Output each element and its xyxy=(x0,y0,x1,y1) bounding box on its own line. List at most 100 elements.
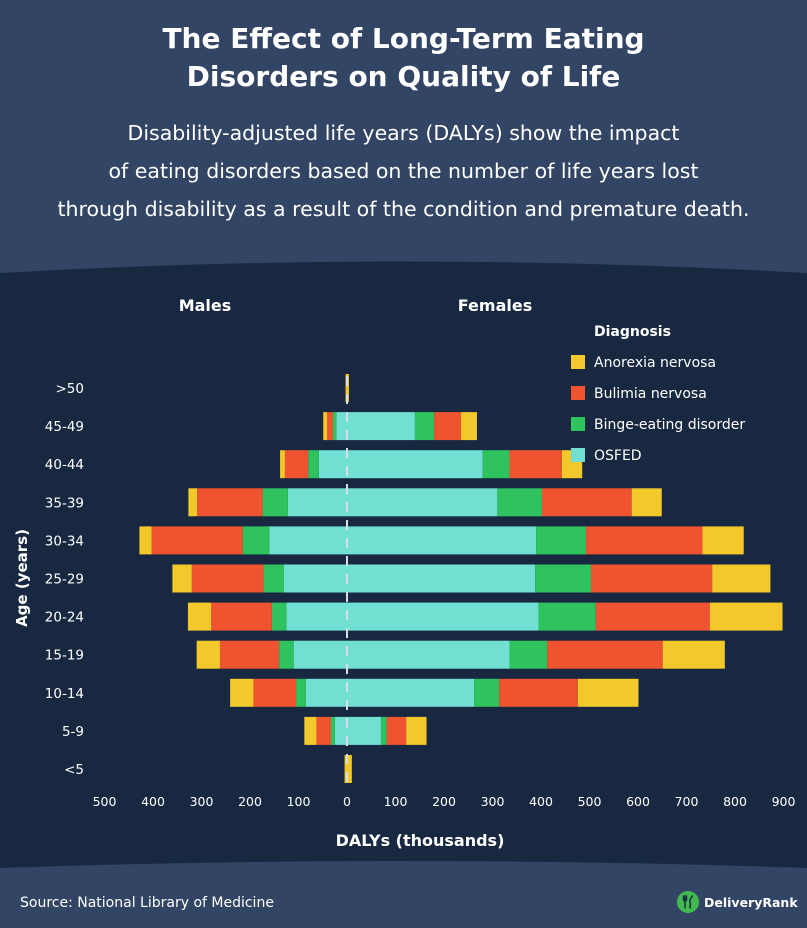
legend-swatch-binge xyxy=(571,417,585,431)
bar-male-anorexia xyxy=(139,526,152,555)
bar-male-bulimia xyxy=(327,412,333,441)
x-tick-label: 900 xyxy=(772,794,796,809)
bar-female-binge xyxy=(482,450,510,479)
page-subtitle: Disability-adjusted life years (DALYs) s… xyxy=(20,114,787,228)
bar-male-osfed xyxy=(269,526,347,555)
y-axis-title: Age (years) xyxy=(13,529,31,627)
bar-male-bulimia xyxy=(284,450,309,479)
bar-female-anorexia xyxy=(347,374,349,402)
bar-female-bulimia xyxy=(541,488,632,517)
bar-female-osfed xyxy=(347,678,475,707)
fork-leaf-icon xyxy=(677,891,699,913)
bar-male-anorexia xyxy=(304,716,317,745)
x-tick-label: 0 xyxy=(343,794,351,809)
bar-female-binge xyxy=(497,488,542,517)
y-tick-label: 45-49 xyxy=(45,419,84,435)
bar-female-binge xyxy=(414,412,435,441)
bar-female-anorexia xyxy=(406,716,427,745)
bar-female-bulimia xyxy=(595,602,710,631)
bar-female-anorexia xyxy=(702,526,744,555)
bar-male-bulimia xyxy=(253,678,297,707)
x-tick-label: 200 xyxy=(432,794,456,809)
bar-female-anorexia xyxy=(460,412,477,441)
males-label: Males xyxy=(179,296,232,315)
bar-male-anorexia xyxy=(344,755,347,783)
y-tick-label: 10-14 xyxy=(45,686,84,702)
bar-male-anorexia xyxy=(323,412,328,441)
y-tick-label: 15-19 xyxy=(45,648,84,664)
bar-female-anorexia xyxy=(709,602,783,631)
bar-male-binge xyxy=(332,412,337,441)
bar-female-bulimia xyxy=(434,412,461,441)
bar-male-bulimia xyxy=(197,488,263,517)
bar-female-bulimia xyxy=(547,640,663,669)
bar-female-bulimia xyxy=(499,678,578,707)
header-background xyxy=(0,0,807,273)
legend-label-anorexia: Anorexia nervosa xyxy=(594,355,716,371)
bar-male-bulimia xyxy=(151,526,243,555)
bar-male-osfed xyxy=(305,678,347,707)
bar-female-bulimia xyxy=(586,526,703,555)
x-tick-label: 100 xyxy=(287,794,311,809)
legend-swatch-anorexia xyxy=(571,355,585,369)
title-line-1: The Effect of Long-Term Eating xyxy=(162,22,645,55)
x-tick-label: 400 xyxy=(141,794,165,809)
bar-female-binge xyxy=(509,640,548,669)
brand-name: DeliveryRank xyxy=(704,894,798,910)
bar-male-osfed xyxy=(334,716,347,745)
y-tick-label: 35-39 xyxy=(45,495,84,511)
legend-label-bulimia: Bulimia nervosa xyxy=(594,386,707,402)
legend-swatch-bulimia xyxy=(571,386,585,400)
subtitle-line-2: of eating disorders based on the number … xyxy=(108,159,699,183)
bar-female-binge xyxy=(536,526,587,555)
x-tick-label: 500 xyxy=(578,794,602,809)
y-tick-label: >50 xyxy=(56,381,85,397)
bar-female-anorexia xyxy=(577,678,639,707)
bar-female-bulimia xyxy=(590,564,713,593)
bar-female-osfed xyxy=(347,488,498,517)
bar-male-anorexia xyxy=(188,488,198,517)
legend-label-binge: Binge-eating disorder xyxy=(594,417,745,433)
bar-male-binge xyxy=(296,678,306,707)
x-tick-label: 600 xyxy=(626,794,650,809)
y-tick-label: 20-24 xyxy=(45,610,84,626)
subtitle-line-3: through disability as a result of the co… xyxy=(57,197,750,221)
y-tick-label: 40-44 xyxy=(45,457,84,473)
brand-logo[interactable]: DeliveryRank xyxy=(676,888,798,916)
x-tick-label: 200 xyxy=(238,794,262,809)
bar-male-anorexia xyxy=(172,564,192,593)
bar-female-anorexia xyxy=(662,640,725,669)
x-tick-label: 100 xyxy=(384,794,408,809)
bar-female-binge xyxy=(474,678,500,707)
bar-male-bulimia xyxy=(316,716,331,745)
bar-male-anorexia xyxy=(196,640,220,669)
bar-male-anorexia xyxy=(187,602,212,631)
bar-male-bulimia xyxy=(211,602,272,631)
bar-male-bulimia xyxy=(219,640,280,669)
footer-background xyxy=(0,861,807,928)
females-label: Females xyxy=(458,296,532,315)
bar-female-bulimia xyxy=(386,716,407,745)
bar-female-osfed xyxy=(347,526,537,555)
bar-female-anorexia xyxy=(712,564,771,593)
bar-female-binge xyxy=(380,716,387,745)
bar-male-binge xyxy=(242,526,270,555)
x-tick-label: 700 xyxy=(675,794,699,809)
bar-male-binge xyxy=(263,564,284,593)
x-tick-label: 300 xyxy=(190,794,214,809)
bar-male-binge xyxy=(279,640,294,669)
bar-male-osfed xyxy=(283,564,347,593)
bar-male-binge xyxy=(271,602,287,631)
bar-male-osfed xyxy=(318,450,347,479)
bar-female-osfed xyxy=(347,640,510,669)
source-note: Source: National Library of Medicine xyxy=(20,895,274,911)
bar-male-binge xyxy=(308,450,319,479)
bar-female-osfed xyxy=(347,412,415,441)
legend-swatch-osfed xyxy=(571,448,585,462)
bar-male-bulimia xyxy=(191,564,264,593)
pyramid-chart: Males Females Age (years) >50 45-49 40-44 35-3… xyxy=(13,296,796,850)
bar-female-osfed xyxy=(347,564,536,593)
y-tick-label: <5 xyxy=(64,762,84,778)
bar-female-osfed xyxy=(347,716,381,745)
bar-male-anorexia xyxy=(280,450,285,479)
